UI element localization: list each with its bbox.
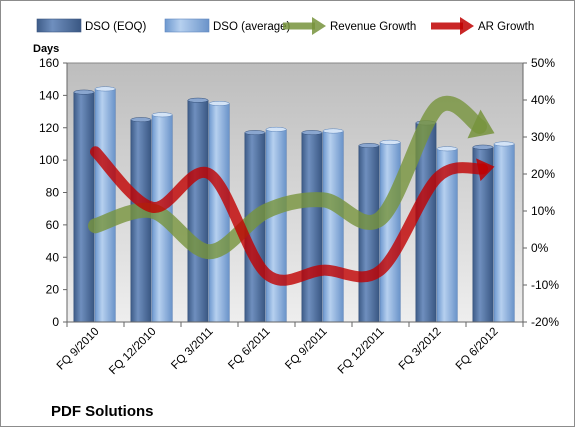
- bar-cap-dso-average: [208, 101, 230, 106]
- legend: DSO (EOQ) DSO (average) Revenue Growth A…: [36, 17, 534, 35]
- bar-cap-dso-eoq: [187, 97, 209, 103]
- right-axis-tick-label: 20%: [531, 167, 555, 181]
- series-arrowhead-ar-growth: [476, 158, 495, 182]
- bar-cap-dso-eoq: [130, 117, 152, 123]
- right-axis-tick-label: -10%: [531, 278, 559, 292]
- bar-dso-average: [94, 88, 116, 323]
- bar-dso-eoq: [73, 91, 95, 323]
- legend-item-ar-growth: AR Growth: [431, 17, 534, 35]
- x-axis-tick-label: FQ 12/2010: [107, 326, 158, 377]
- x-axis-tick-label: FQ 3/2012: [397, 326, 444, 373]
- bar-cap-dso-eoq: [472, 144, 494, 150]
- right-axis-tick-label: 10%: [531, 204, 555, 218]
- legend-item-dso-average: DSO (average): [164, 18, 291, 33]
- bar-cap-dso-eoq: [301, 130, 323, 136]
- left-axis-tick-label: 80: [46, 186, 60, 200]
- bar-dso-average: [379, 142, 401, 323]
- legend-label-dso-average: DSO (average): [213, 21, 291, 33]
- bar-cap-dso-average: [493, 141, 515, 147]
- left-axis-tick-label: 100: [39, 153, 59, 167]
- bar-cap-dso-average: [322, 128, 344, 134]
- x-axis-tick-label: FQ 9/2011: [283, 326, 329, 372]
- bar-dso-average: [322, 130, 344, 323]
- left-axis-tick-label: 60: [46, 218, 60, 232]
- legend-item-revenue-growth: Revenue Growth: [283, 17, 416, 35]
- legend-arrow-ar-growth: [460, 17, 474, 35]
- bars-group: [73, 86, 515, 323]
- x-axis-tick-label: FQ 9/2010: [55, 326, 102, 373]
- bar-cap-dso-eoq: [358, 143, 380, 149]
- legend-label-ar-growth: AR Growth: [478, 21, 534, 33]
- bar-dso-eoq: [301, 132, 323, 323]
- bar-cap-dso-average: [436, 146, 458, 152]
- bar-cap-dso-average: [379, 139, 401, 145]
- legend-swatch-dso-average: [164, 18, 210, 33]
- legend-item-dso-eoq: DSO (EOQ): [36, 18, 147, 33]
- legend-label-revenue-growth: Revenue Growth: [330, 21, 416, 33]
- legend-swatch-dso-eoq: [36, 18, 82, 33]
- x-axis-tick-label: FQ 6/2011: [226, 326, 272, 372]
- right-axis-tick-label: 30%: [531, 130, 555, 144]
- legend-arrow-revenue-growth: [312, 17, 326, 35]
- bar-dso-eoq: [187, 99, 209, 323]
- left-axis-tick-label: 120: [39, 121, 59, 135]
- series-line-ar-growth: [90, 146, 489, 286]
- left-axis-tick-label: 0: [52, 315, 59, 329]
- bar-dso-eoq: [130, 119, 152, 323]
- right-axis-tick-label: 0%: [531, 241, 549, 255]
- x-axis-tick-label: FQ 6/2012: [454, 326, 501, 373]
- chart-title: PDF Solutions: [51, 403, 154, 420]
- bar-dso-eoq: [358, 145, 380, 323]
- left-axis-tick-label: 140: [39, 88, 59, 102]
- left-axis-tick-label: 20: [46, 283, 60, 297]
- y-axis-title: Days: [33, 43, 59, 55]
- bar-cap-dso-eoq: [73, 89, 95, 95]
- legend-label-dso-eoq: DSO (EOQ): [85, 21, 147, 33]
- bar-dso-average: [265, 129, 287, 323]
- bar-cap-dso-average: [151, 112, 173, 118]
- bar-cap-dso-average: [265, 126, 287, 132]
- bar-dso-average: [208, 103, 230, 323]
- right-axis-tick-label: 40%: [531, 93, 555, 107]
- x-axis-tick-label: FQ 12/2011: [336, 326, 387, 377]
- left-axis-tick-label: 160: [39, 56, 59, 70]
- bar-dso-average: [493, 143, 515, 323]
- series-line-revenue-growth: [88, 95, 487, 260]
- lines-group: [88, 95, 495, 286]
- right-axis-tick-label: 50%: [531, 56, 555, 70]
- left-axis-tick-label: 40: [46, 250, 60, 264]
- bar-cap-dso-average: [94, 86, 116, 92]
- bar-cap-dso-eoq: [244, 130, 266, 136]
- x-axis-tick-label: FQ 3/2011: [169, 326, 215, 372]
- right-axis-tick-label: -20%: [531, 315, 559, 329]
- series-arrowhead-revenue-growth: [467, 109, 495, 139]
